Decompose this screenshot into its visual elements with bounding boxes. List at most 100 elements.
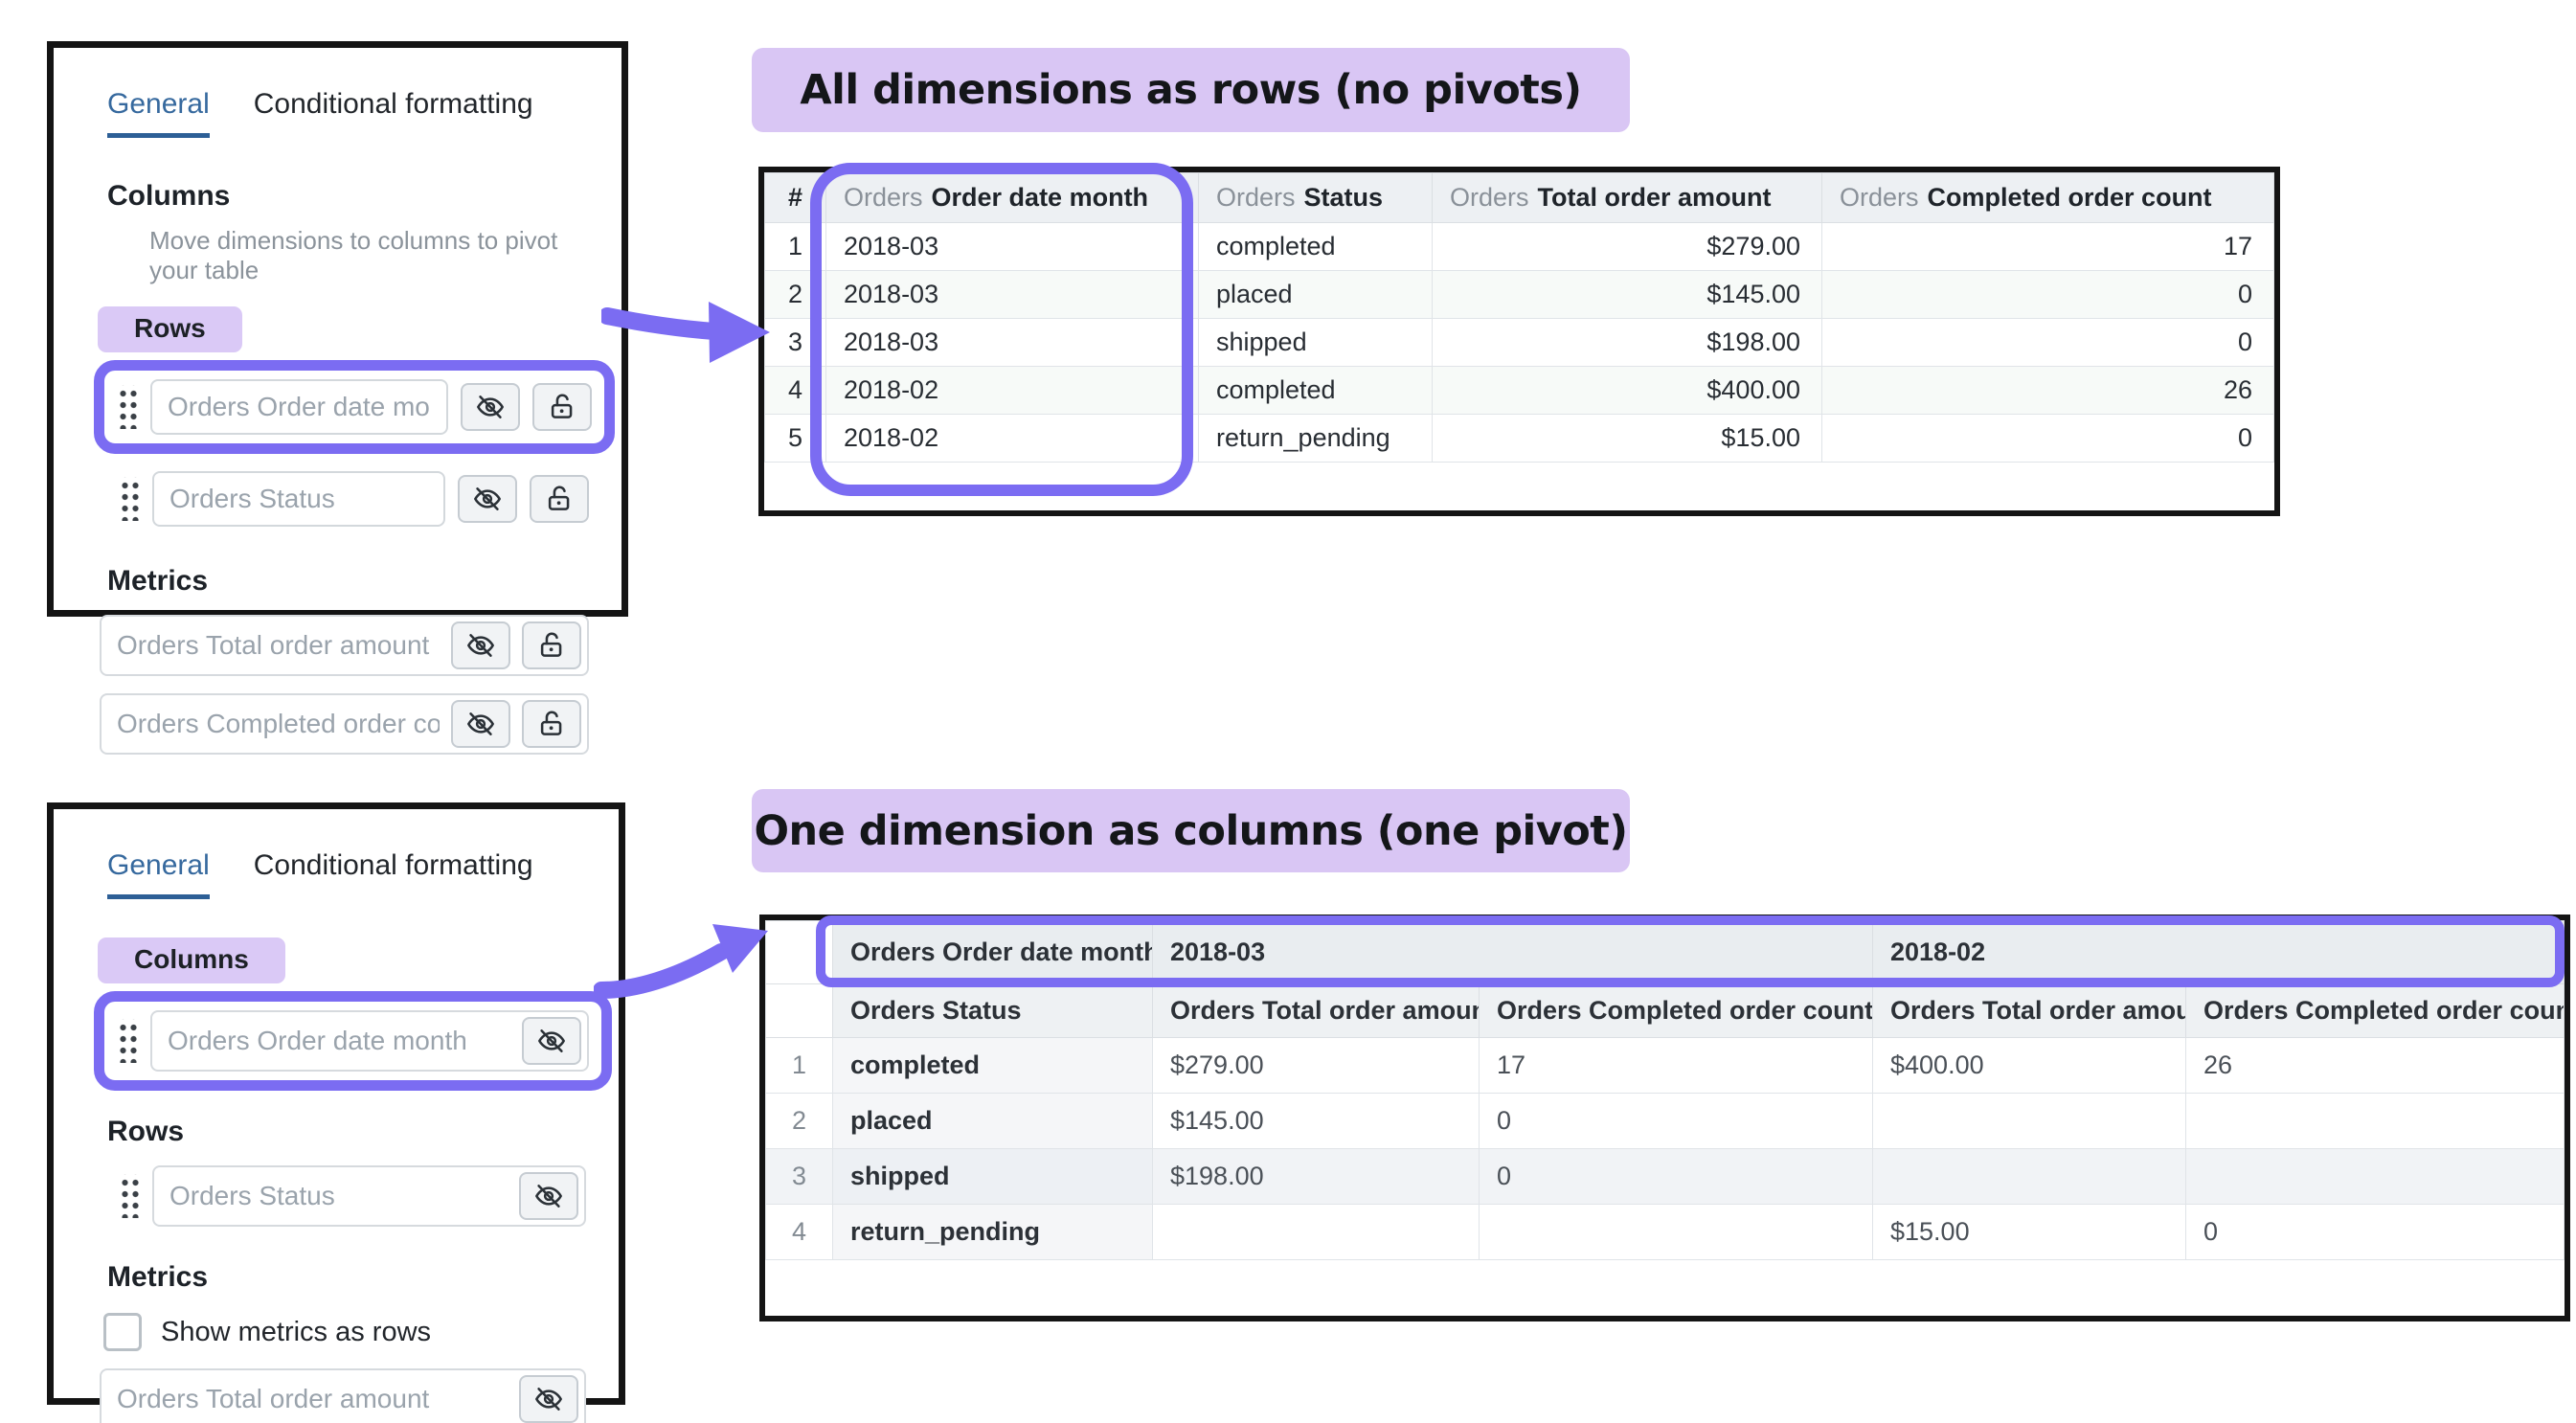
field-label: Orders Order date month [168, 392, 431, 421]
cell: 0 [1821, 270, 2274, 319]
metrics-heading: Metrics [107, 565, 209, 597]
pivot-dimension-label: Orders Order date month [832, 920, 1153, 984]
hide-field-button[interactable] [458, 475, 517, 523]
field-row: Orders Order date month [117, 379, 592, 435]
corner-cell [765, 983, 833, 1038]
cell: $279.00 [1432, 222, 1822, 271]
column-header-total-order-amount: Orders Total order amount [1152, 983, 1480, 1038]
show-metrics-as-rows-checkbox[interactable] [103, 1313, 142, 1351]
cell: 2018-02 [825, 414, 1199, 463]
metric-row: Orders Completed order count [100, 693, 589, 755]
column-header-completed-order-count: Orders Completed order count [1479, 983, 1873, 1038]
table-row: 3 shipped $198.00 0 [765, 1148, 2565, 1205]
field-pill-order-date-month[interactable]: Orders Order date month [150, 379, 448, 435]
freeze-field-button[interactable] [530, 475, 589, 523]
cell: $15.00 [1432, 414, 1822, 463]
table-row: 4 2018-02 completed $400.00 26 [764, 366, 2274, 415]
row-index: 5 [764, 414, 826, 463]
lock-open-icon [551, 394, 573, 418]
row-index: 1 [764, 222, 826, 271]
field-pill-total-order-amount[interactable]: Orders Total order amount [100, 1368, 586, 1423]
row-index: 3 [765, 1148, 833, 1205]
eye-hidden-icon [467, 712, 494, 735]
cell: shipped [832, 1148, 1153, 1205]
field-label: Orders Total order amount [117, 1384, 430, 1413]
column-header-completed-order-count: Orders Completed order count [2185, 983, 2565, 1038]
highlight-box-row-field: Orders Order date month [94, 360, 615, 454]
tab-general[interactable]: General [107, 88, 210, 138]
drag-handle-icon[interactable] [117, 385, 138, 429]
cell: $279.00 [1152, 1037, 1480, 1094]
field-pill-order-date-month[interactable]: Orders Order date month [150, 1010, 589, 1072]
drag-handle-icon[interactable] [119, 477, 140, 521]
metrics-heading: Metrics [107, 1261, 209, 1293]
hide-field-button[interactable] [522, 1017, 581, 1065]
field-pill-total-order-amount[interactable]: Orders Total order amount [100, 615, 589, 676]
table-spacer [765, 1259, 2565, 1316]
field-row: Orders Order date month [117, 1010, 589, 1072]
pivot-results-table: Orders Order date month 2018-03 2018-02 … [759, 915, 2570, 1321]
freeze-field-button[interactable] [522, 700, 581, 748]
cell: completed [1198, 366, 1433, 415]
cell: 26 [2185, 1037, 2565, 1094]
hide-field-button[interactable] [519, 1375, 578, 1423]
cell: shipped [1198, 318, 1433, 367]
cell: $198.00 [1432, 318, 1822, 367]
show-metrics-as-rows-row: Show metrics as rows [103, 1313, 586, 1351]
hide-field-button[interactable] [519, 1172, 578, 1220]
field-label: Orders Completed order count [117, 709, 440, 738]
eye-hidden-icon [467, 634, 494, 657]
column-header-total-order-amount: Orders Total order amount [1432, 172, 1822, 223]
cell: 2018-03 [825, 270, 1199, 319]
field-label: Orders Total order amount [117, 630, 430, 660]
pivot-group-2018-03: 2018-03 [1152, 920, 1873, 984]
drag-handle-icon[interactable] [119, 1174, 140, 1218]
lock-open-icon [540, 632, 562, 657]
table-row: 2 2018-03 placed $145.00 0 [764, 270, 2274, 319]
column-header-completed-order-count: Orders Completed order count [1821, 172, 2274, 223]
field-pill-status[interactable]: Orders Status [152, 1165, 586, 1227]
cell: completed [1198, 222, 1433, 271]
config-tabs: General Conditional formatting [107, 88, 589, 138]
highlight-box-column-field: Orders Order date month [94, 991, 612, 1091]
drag-handle-icon[interactable] [117, 1019, 138, 1063]
freeze-field-button[interactable] [522, 621, 581, 669]
tab-conditional-formatting[interactable]: Conditional formatting [253, 849, 533, 881]
cell: $400.00 [1432, 366, 1822, 415]
cell: 0 [1821, 318, 2274, 367]
tab-general[interactable]: General [107, 849, 210, 899]
tab-conditional-formatting[interactable]: Conditional formatting [253, 88, 533, 120]
cell: $145.00 [1432, 270, 1822, 319]
section-title-no-pivots: All dimensions as rows (no pivots) [752, 48, 1630, 132]
eye-hidden-icon [538, 1029, 565, 1052]
table-row: 2 placed $145.00 0 [765, 1093, 2565, 1149]
cell: $198.00 [1152, 1148, 1480, 1205]
cell: return_pending [1198, 414, 1433, 463]
hide-field-button[interactable] [451, 621, 510, 669]
field-label: Orders Order date month [168, 1026, 467, 1055]
cell: 0 [1479, 1093, 1873, 1149]
hide-field-button[interactable] [451, 700, 510, 748]
table-row: 3 2018-03 shipped $198.00 0 [764, 318, 2274, 367]
cell: 17 [1821, 222, 2274, 271]
cell: 17 [1479, 1037, 1873, 1094]
field-pill-completed-order-count[interactable]: Orders Completed order count [100, 693, 589, 755]
field-label: Orders Status [169, 1181, 335, 1210]
field-label: Orders Status [169, 484, 335, 513]
cell: 2018-02 [825, 366, 1199, 415]
column-header-index: # [764, 172, 826, 223]
freeze-field-button[interactable] [532, 383, 592, 431]
cell: completed [832, 1037, 1153, 1094]
cell: placed [832, 1093, 1153, 1149]
section-title-one-pivot: One dimension as columns (one pivot) [752, 789, 1630, 872]
lock-open-icon [540, 711, 562, 735]
rows-heading: Rows [107, 1116, 185, 1147]
lock-open-icon [548, 486, 570, 510]
cell: $15.00 [1872, 1204, 2186, 1260]
field-pill-status[interactable]: Orders Status [152, 471, 445, 527]
hide-field-button[interactable] [461, 383, 520, 431]
eye-hidden-icon [474, 487, 501, 510]
eye-hidden-icon [535, 1388, 562, 1411]
cell [2185, 1093, 2565, 1149]
